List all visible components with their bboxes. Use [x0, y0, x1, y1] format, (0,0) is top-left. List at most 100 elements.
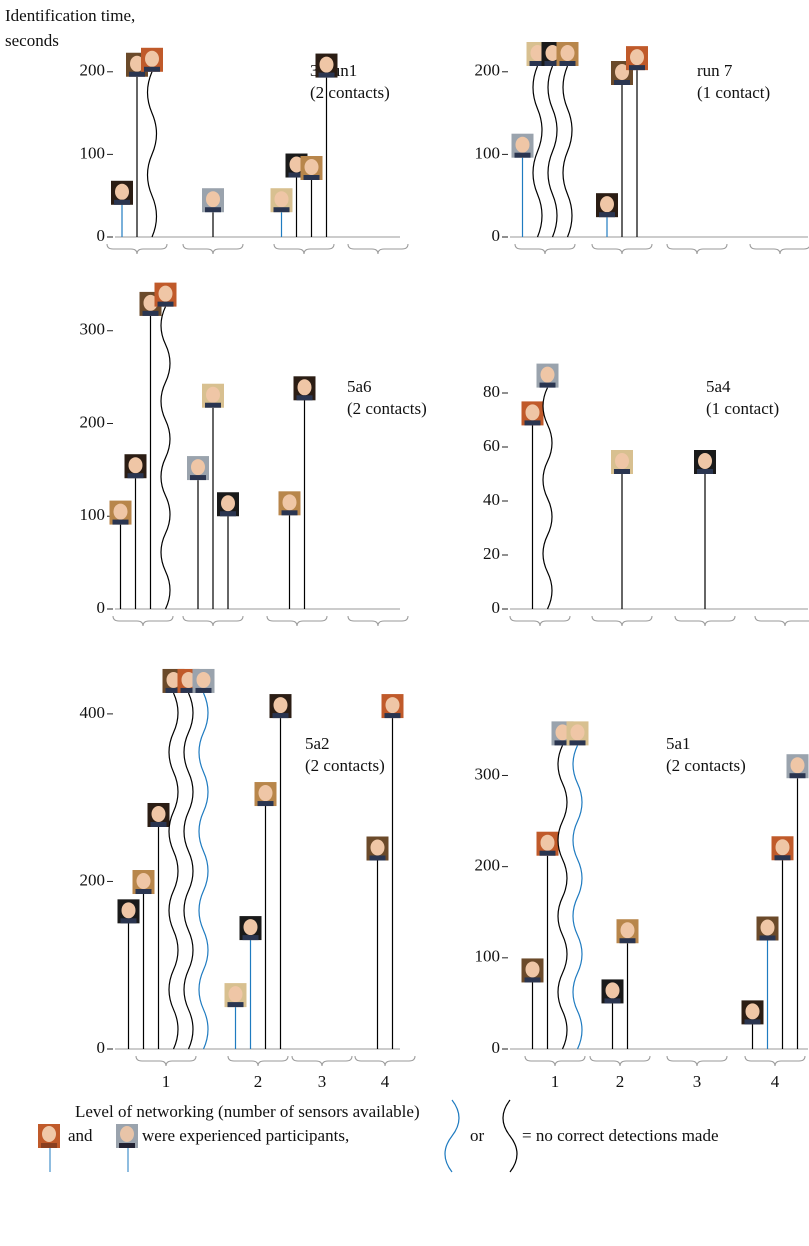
group-brace: [745, 1056, 805, 1066]
stem-wavy: [573, 745, 582, 1049]
shirt: [525, 977, 541, 982]
panel-title: 5a4: [706, 377, 731, 396]
face: [259, 785, 273, 801]
face: [615, 453, 629, 469]
shirt: [515, 153, 531, 158]
shirt: [144, 67, 160, 72]
group-brace: [136, 1056, 196, 1066]
face-icon: [742, 1000, 764, 1024]
face: [122, 902, 136, 918]
group-brace: [592, 616, 652, 626]
stem-wavy: [199, 693, 208, 1049]
face-icon: [255, 782, 277, 806]
face: [283, 494, 297, 510]
legend-face-2: [116, 1124, 138, 1172]
face-icon: [617, 919, 639, 943]
legend-face-1: [38, 1124, 60, 1172]
panel-subtitle: (2 contacts): [305, 756, 385, 775]
panel-subtitle: (2 contacts): [666, 756, 746, 775]
face: [746, 1003, 760, 1019]
y-tick-label: 20: [483, 544, 500, 563]
y-tick-label: 80: [483, 382, 500, 401]
group-brace: [515, 244, 575, 254]
face-icon: [596, 193, 618, 217]
y-tick-label: 200: [80, 61, 106, 80]
figure: or and were experienced participants, = …: [0, 0, 809, 1246]
y-tick-label: 0: [492, 1038, 501, 1057]
shirt: [745, 1019, 761, 1024]
face: [698, 453, 712, 469]
stem-wavy: [161, 307, 170, 609]
y-tick-label: 200: [80, 412, 106, 431]
face: [206, 191, 220, 207]
stem-wavy: [558, 745, 567, 1049]
y-tick-label: 100: [80, 505, 106, 524]
face-icon: [202, 188, 224, 212]
shirt: [151, 822, 167, 827]
shirt: [560, 61, 576, 66]
panel-subtitle: (2 contacts): [310, 83, 390, 102]
face-icon: [537, 364, 559, 388]
face: [159, 286, 173, 302]
y-tick-label: 200: [475, 61, 501, 80]
shirt: [243, 935, 259, 940]
shirt: [525, 420, 541, 425]
face-icon: [225, 983, 247, 1007]
face-icon: [512, 134, 534, 158]
y-tick-label: 100: [475, 143, 501, 162]
y-axis-label: seconds: [5, 31, 59, 50]
face: [386, 697, 400, 713]
face: [516, 137, 530, 153]
face: [221, 495, 235, 511]
y-tick-label: 0: [97, 226, 106, 245]
face-icon: [270, 694, 292, 718]
face-icon: [367, 837, 389, 861]
face: [630, 49, 644, 65]
face-icon: [567, 721, 589, 745]
face: [761, 920, 775, 936]
stem-wavy: [148, 72, 157, 237]
shirt: [304, 175, 320, 180]
group-brace: [510, 616, 570, 626]
face-icon: [133, 870, 155, 894]
face: [206, 387, 220, 403]
panel-title: 5a1: [666, 734, 691, 753]
legend-no-detection: = no correct detections made: [522, 1126, 719, 1145]
face-icon: [202, 384, 224, 408]
group-brace: [348, 616, 408, 626]
panel-title: run 7: [697, 61, 733, 80]
face-icon: [537, 832, 559, 856]
shirt: [620, 938, 636, 943]
face: [571, 724, 585, 740]
x-tick-label: 1: [551, 1072, 560, 1091]
shirt: [205, 403, 221, 408]
face: [152, 806, 166, 822]
face: [275, 191, 289, 207]
legend-experienced: were experienced participants,: [142, 1126, 349, 1145]
stem-wavy: [563, 66, 572, 237]
stem-wavy: [169, 693, 178, 1049]
face: [526, 961, 540, 977]
shirt: [297, 395, 313, 400]
face-icon: [611, 450, 633, 474]
face-icon: [757, 917, 779, 941]
stem-wavy: [548, 66, 557, 237]
shirt: [614, 469, 630, 474]
face-icon: [148, 803, 170, 827]
y-tick-label: 200: [80, 870, 106, 889]
shirt: [540, 851, 556, 856]
group-brace: [267, 616, 327, 626]
group-brace: [228, 1056, 288, 1066]
group-brace: [755, 616, 809, 626]
group-brace: [274, 244, 334, 254]
y-tick-label: 300: [80, 320, 106, 339]
face-icon: [155, 283, 177, 307]
face: [129, 457, 143, 473]
face: [197, 672, 211, 688]
face-icon: [522, 958, 544, 982]
face-icon: [602, 979, 624, 1003]
y-tick-label: 60: [483, 436, 500, 455]
face-icon: [522, 401, 544, 425]
shirt: [274, 207, 290, 212]
face: [621, 922, 635, 938]
